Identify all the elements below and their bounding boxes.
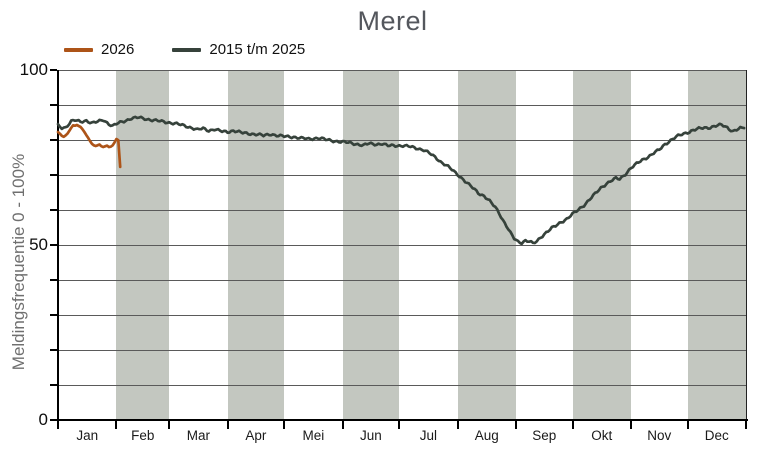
y-tick-0	[50, 419, 57, 421]
x-label-Jun: Jun	[359, 428, 382, 443]
x-tick-11	[686, 421, 689, 429]
x-tick-0	[57, 421, 59, 429]
x-label-Sep: Sep	[532, 428, 557, 443]
gridline-40	[58, 279, 746, 281]
y-tick-70	[50, 174, 57, 176]
x-label-Apr: Apr	[245, 428, 267, 443]
y-tick-90	[50, 104, 57, 106]
gridline-90	[58, 104, 746, 106]
x-tick-1	[115, 421, 118, 429]
y-tick-80	[50, 139, 57, 141]
legend-swatch-reference-icon	[172, 47, 202, 52]
x-axis-line	[57, 419, 748, 421]
y-axis-line	[57, 70, 59, 421]
legend-item-2026: 2026	[64, 41, 134, 58]
x-label-Jan: Jan	[76, 428, 99, 443]
chart-title: Merel	[357, 6, 428, 36]
x-label-Nov: Nov	[647, 428, 672, 443]
x-tick-5	[341, 421, 344, 429]
y-tick-10	[50, 384, 57, 386]
gridline-70	[58, 174, 746, 176]
x-tick-7	[456, 421, 459, 429]
legend-swatch-2026-icon	[64, 47, 93, 52]
legend-label-2026: 2026	[101, 41, 135, 58]
gridline-20	[58, 349, 746, 351]
gridline-100	[58, 69, 746, 71]
gridline-30	[58, 314, 746, 316]
series-line-2026	[56, 123, 122, 169]
y-axis-title: Meldingsfrequentie 0 - 100%	[9, 153, 28, 371]
x-tick-10	[630, 421, 633, 429]
plot-right-border	[746, 70, 747, 420]
x-label-Mei: Mei	[302, 428, 325, 443]
x-label-Mar: Mar	[186, 428, 211, 443]
x-label-Feb: Feb	[131, 428, 155, 443]
x-tick-12	[745, 421, 747, 429]
legend: 2026 2015 t/m 2025	[64, 41, 305, 58]
legend-item-reference: 2015 t/m 2025	[172, 41, 305, 58]
x-label-Okt: Okt	[591, 428, 613, 443]
x-label-Dec: Dec	[704, 428, 729, 443]
y-tick-40	[50, 279, 57, 281]
y-tick-30	[50, 314, 57, 316]
gridline-50	[58, 244, 746, 246]
y-tick-50	[50, 244, 57, 246]
x-tick-3	[226, 421, 229, 429]
x-tick-2	[168, 421, 171, 429]
y-tick-60	[50, 209, 57, 211]
x-label-Jul: Jul	[419, 428, 438, 443]
x-tick-4	[283, 421, 286, 429]
y-tick-label-0: 0	[38, 410, 48, 429]
y-tick-20	[50, 349, 57, 351]
y-tick-label-50: 50	[29, 235, 48, 254]
gridline-60	[58, 209, 746, 211]
y-tick-label-100: 100	[19, 60, 48, 79]
legend-label-reference: 2015 t/m 2025	[209, 41, 306, 58]
x-tick-9	[571, 421, 574, 429]
gridline-10	[58, 384, 746, 386]
x-label-Aug: Aug	[474, 428, 499, 443]
y-tick-100	[50, 69, 57, 71]
gridline-80	[58, 139, 746, 141]
x-tick-8	[515, 421, 518, 429]
x-tick-6	[398, 421, 401, 429]
